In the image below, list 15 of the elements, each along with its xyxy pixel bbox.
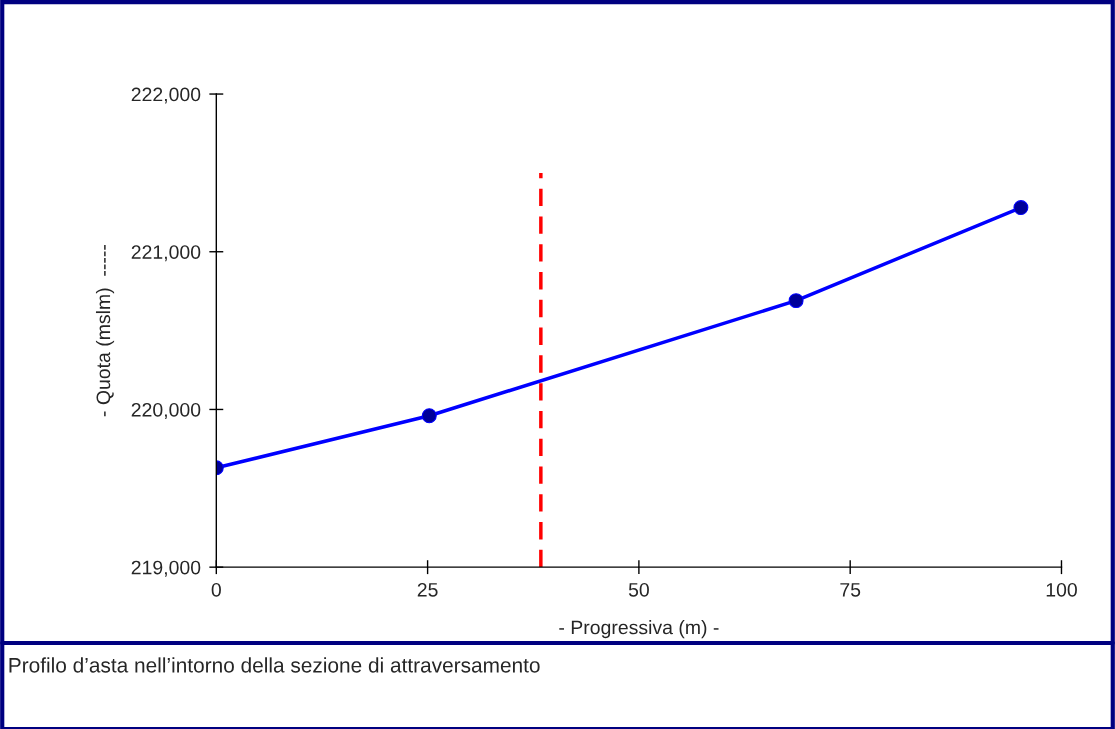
x-tick-label: 75 [840,583,861,597]
x-tick-label: 50 [628,582,649,597]
x-tick-label: 25 [417,582,438,597]
x-tick-label: 0 [211,582,221,597]
x-axis-title: - Progressiva (m) - [559,620,719,639]
point [788,293,804,309]
x-tick-label: 100 [1046,582,1077,597]
point [421,408,437,424]
y-tick-label: 222,000 [131,87,201,104]
point [1013,200,1029,216]
text: Profilo d’asta nell’intorno della sezione di attraversamento [9,657,540,673]
y-tick-label: 219,000 [131,560,201,577]
y-tick-label: 220,000 [131,402,201,419]
y-axis-title: - Quota (mslm) ----- [95,245,115,417]
y-tick-label: 221,000 [131,245,201,262]
